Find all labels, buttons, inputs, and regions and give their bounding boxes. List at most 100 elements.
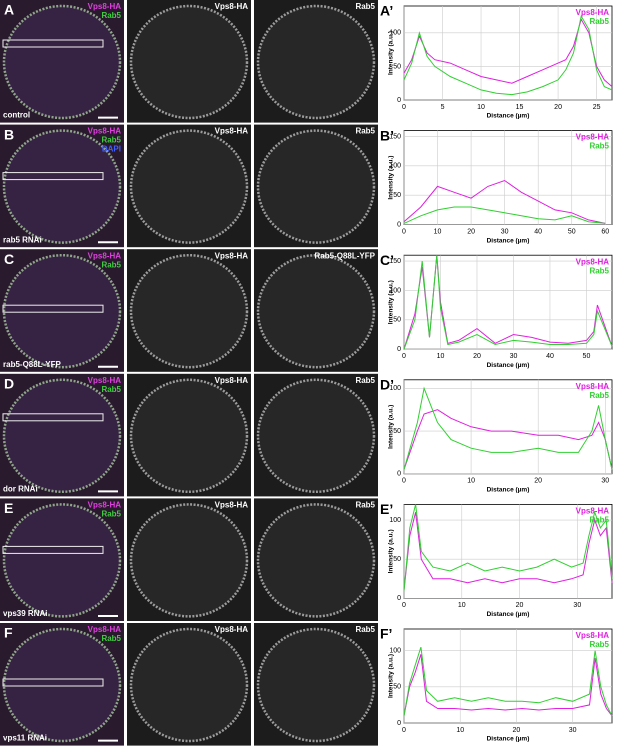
legend-entry: Rab5 — [589, 266, 609, 275]
merge-label: Vps8-HA — [88, 251, 122, 260]
channel-label: Rab5 — [355, 501, 375, 510]
channel-label: Rab5 — [355, 625, 375, 634]
panel-letter: D — [4, 376, 14, 392]
y-tick-label: 150 — [389, 258, 401, 265]
panel-letter: E’ — [380, 501, 393, 517]
y-tick-label: 100 — [389, 163, 401, 170]
x-tick-label: 10 — [458, 602, 466, 609]
plot-area — [403, 130, 613, 226]
legend-entry: Rab5 — [589, 516, 609, 525]
line-scan-box — [2, 39, 104, 48]
line-scan-box — [2, 545, 104, 554]
x-tick-label: 10 — [434, 228, 442, 235]
x-tick-label: 5 — [441, 104, 445, 111]
merge-label: Rab5 — [101, 260, 121, 269]
channel-label: Vps8-HA — [215, 251, 249, 260]
plot-area — [403, 503, 613, 599]
merge-label: Vps8-HA — [88, 625, 122, 634]
channel-label: Vps8-HA — [215, 625, 249, 634]
y-tick-label: 0 — [397, 595, 401, 602]
x-tick-label: 20 — [473, 353, 481, 360]
y-tick-label: 150 — [389, 133, 401, 140]
condition-label: vps11 RNAi — [3, 734, 47, 743]
series-line — [403, 18, 613, 87]
merge-label: Vps8-HA — [88, 2, 122, 11]
x-tick-label: 10 — [437, 353, 445, 360]
legend-entry: Rab5 — [589, 17, 609, 26]
x-tick-label: 10 — [456, 727, 464, 734]
channel-label: Vps8-HA — [215, 2, 249, 11]
x-tick-label: 0 — [402, 104, 406, 111]
y-tick-label: 0 — [397, 471, 401, 478]
x-tick-label: 20 — [534, 478, 542, 485]
channel-label: Vps8-HA — [215, 376, 249, 385]
x-tick-label: 25 — [593, 104, 601, 111]
cell-outline — [2, 378, 122, 494]
plot-area — [403, 628, 613, 724]
merge-label: Rab5 — [101, 634, 121, 643]
x-tick-label: 0 — [402, 228, 406, 235]
series-line — [403, 386, 613, 470]
x-axis-label: Distance (µm) — [487, 487, 530, 494]
cell-outline — [129, 129, 249, 244]
y-tick-label: 50 — [393, 684, 401, 691]
y-tick-label: 0 — [397, 720, 401, 727]
panel-letter: A — [4, 2, 14, 18]
panel-letter: B’ — [380, 127, 394, 143]
channel-label: Rab5 — [355, 127, 375, 136]
cell-outline — [2, 503, 122, 618]
condition-label: dor RNAi — [3, 485, 38, 494]
x-tick-label: 60 — [601, 228, 609, 235]
legend-entry: Rab5 — [589, 142, 609, 151]
panel-letter: A’ — [380, 3, 393, 19]
legend-entry: Vps8-HA — [576, 507, 610, 516]
x-tick-label: 0 — [402, 602, 406, 609]
y-axis-label: Intensity (a.u.) — [388, 156, 395, 200]
y-axis-label: Intensity (a.u.) — [388, 280, 395, 324]
panel-letter: F’ — [380, 626, 392, 642]
merge-label: Rab5 — [101, 136, 121, 145]
x-tick-label: 20 — [516, 602, 524, 609]
x-tick-label: 30 — [501, 228, 509, 235]
channel-label: Rab5 — [355, 376, 375, 385]
legend-entry: Vps8-HA — [576, 382, 610, 391]
condition-label: rab5-Q88L-YFP — [3, 360, 61, 369]
x-tick-label: 20 — [554, 104, 562, 111]
panel-letter: B — [4, 126, 14, 142]
y-tick-label: 100 — [389, 30, 401, 37]
cell-outline — [2, 4, 122, 120]
y-axis-label: Intensity (a.u.) — [388, 529, 395, 573]
cell-outline — [129, 378, 249, 494]
panel-letter: C’ — [380, 252, 394, 268]
panel-letter: D’ — [380, 377, 394, 393]
legend-entry: Vps8-HA — [576, 133, 610, 142]
condition-label: rab5 RNAi — [3, 235, 42, 244]
cell-outline — [256, 627, 376, 743]
panel-letter: C — [4, 251, 14, 267]
cell-outline — [129, 503, 249, 618]
series-line — [403, 646, 613, 717]
series-line — [403, 654, 613, 717]
y-axis-label: Intensity (a.u.) — [388, 654, 395, 698]
plot-area — [403, 5, 613, 101]
series-line — [403, 409, 613, 470]
series-line — [403, 206, 606, 224]
condition-label: control — [3, 111, 30, 120]
x-tick-label: 20 — [513, 727, 521, 734]
cell-outline — [129, 4, 249, 120]
series-line — [403, 14, 613, 96]
series-line — [403, 255, 613, 350]
x-axis-label: Distance (µm) — [487, 611, 530, 618]
cell-outline — [256, 4, 376, 120]
legend-entry: Vps8-HA — [576, 257, 610, 266]
x-tick-label: 15 — [516, 104, 524, 111]
channel-label: Rab5-Q88L-YFP — [315, 251, 376, 260]
cell-outline — [129, 627, 249, 743]
legend-entry: Vps8-HA — [576, 8, 610, 17]
x-tick-label: 50 — [583, 353, 591, 360]
cell-outline — [256, 129, 376, 244]
line-scan-box — [2, 678, 104, 687]
y-tick-label: 50 — [393, 192, 401, 199]
